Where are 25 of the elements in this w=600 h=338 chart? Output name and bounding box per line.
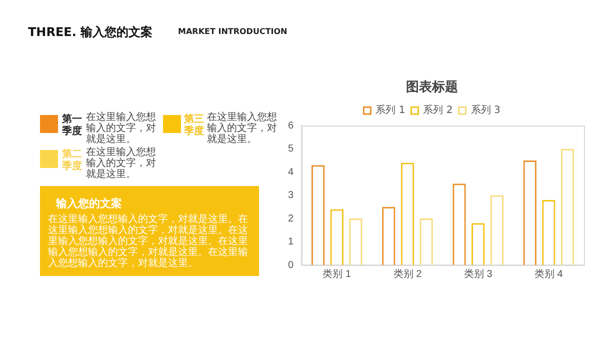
text: 第一季度 xyxy=(62,114,83,138)
x-tick-label: 类别 1 xyxy=(322,268,352,280)
y-tick-label: 5 xyxy=(288,144,294,155)
y-tick-label: 6 xyxy=(288,120,294,132)
text: 输入您的文案 xyxy=(56,196,122,211)
y-tick-label: 3 xyxy=(288,190,294,202)
y-tick-label: 1 xyxy=(288,236,294,248)
legend-label: 系列 1 xyxy=(376,104,406,116)
x-tick-label: 类别 2 xyxy=(393,268,422,280)
text: 在这里输入您想输入的文字，对就是这里。 xyxy=(86,112,157,145)
text: THREE. 输入您的文案 xyxy=(28,24,153,41)
x-tick-label: 类别 3 xyxy=(464,268,493,280)
y-tick-label: 0 xyxy=(288,260,294,271)
text: 在这里输入您想输入的文字，对就是这里。在这里输入您想输入的文字，对就是这里。在这里输入您想输入的文字，对就是这里。在这里输入您想输入的文字，对就是这里。在这里输入您想输入的文字，对就是这里。 xyxy=(48,214,249,269)
y-tick-label: 2 xyxy=(288,213,294,224)
text: 在这里输入您想输入的文字，对就是这里。 xyxy=(207,112,278,145)
text: 第三季度 xyxy=(184,114,205,138)
chart-title: 图表标题 xyxy=(406,80,458,96)
text: MARKET INTRODUCTION xyxy=(178,27,288,36)
legend-label: 系列 2 xyxy=(423,104,453,116)
x-tick-label: 类别 4 xyxy=(534,268,564,280)
y-tick-label: 4 xyxy=(288,166,294,178)
legend-label: 系列 3 xyxy=(470,104,500,116)
text: 在这里输入您想输入的文字，对就是这里。 xyxy=(86,147,157,180)
text: 第二季度 xyxy=(62,149,83,173)
